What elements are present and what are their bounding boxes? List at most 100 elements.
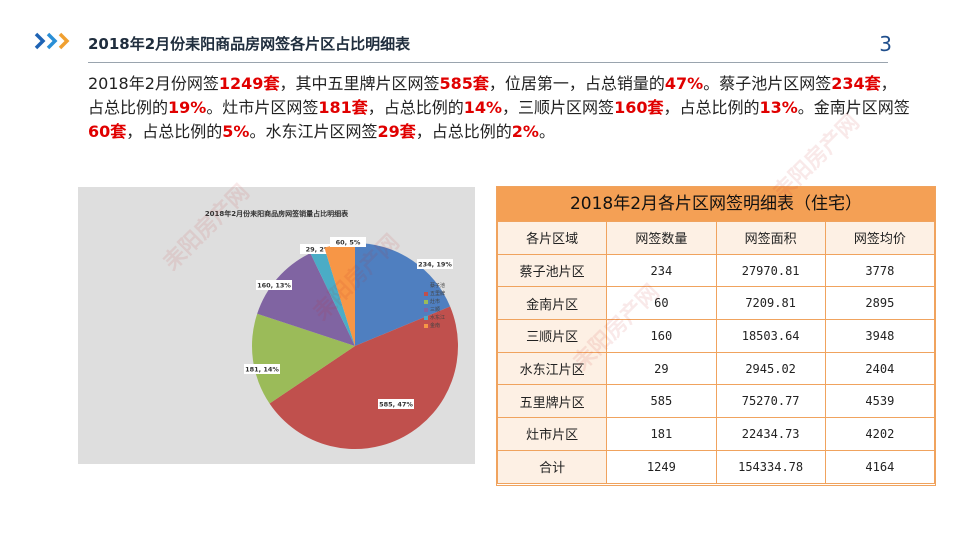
svg-text:29, 2%: 29, 2% <box>306 246 331 254</box>
column-header: 各片区域 <box>496 221 608 255</box>
legend-item: 五里牌 <box>424 290 445 298</box>
data-label-3: 160, 13% <box>256 280 292 290</box>
summary-highlight: 181套 <box>318 98 368 117</box>
value-cell: 60 <box>606 286 717 321</box>
summary-text: 。 <box>538 122 555 141</box>
page-title: 2018年2月份耒阳商品房网签各片区占比明细表 <box>88 35 411 53</box>
legend-label: 金南 <box>430 323 441 329</box>
summary-text: 。金南片区网签 <box>797 98 910 117</box>
summary-highlight: 160套 <box>614 98 664 117</box>
value-cell: 585 <box>606 384 717 419</box>
chart-legend: 蔡子池五里牌灶市三顺水东江金南 <box>424 282 445 330</box>
summary-highlight: 2% <box>511 122 539 141</box>
summary-highlight: 585套 <box>439 74 489 93</box>
legend-label: 灶市 <box>430 299 441 305</box>
region-cell: 三顺片区 <box>496 319 608 353</box>
summary-text: ，占总比例的 <box>126 122 223 141</box>
value-cell: 234 <box>606 253 717 288</box>
legend-label: 五里牌 <box>430 291 446 297</box>
value-cell: 2945.02 <box>715 351 826 386</box>
region-cell: 金南片区 <box>496 286 608 321</box>
summary-highlight: 60套 <box>88 122 127 141</box>
svg-text:181, 14%: 181, 14% <box>245 366 279 374</box>
summary-text: 2018年2月份网签 <box>88 74 219 93</box>
chevron-arrows-icon <box>34 32 70 50</box>
value-cell: 181 <box>606 417 717 451</box>
legend-item: 蔡子池 <box>424 282 445 290</box>
value-cell: 27970.81 <box>715 253 826 288</box>
summary-paragraph: 2018年2月份网签1249套，其中五里牌片区网签585套，位居第一，占总销量的… <box>88 72 910 144</box>
pie-slice-3 <box>257 253 355 346</box>
table-row: 合计 1249 154334.78 4164 <box>496 449 936 484</box>
summary-text: 。水东江片区网签 <box>249 122 378 141</box>
value-cell: 3948 <box>824 319 936 353</box>
data-label-4: 29, 2% <box>300 244 336 254</box>
summary-highlight: 14% <box>463 98 503 117</box>
table-row: 灶市片区 181 22434.73 4202 <box>496 417 936 451</box>
table-row: 水东江片区 29 2945.02 2404 <box>496 351 936 386</box>
value-cell: 22434.73 <box>715 417 826 451</box>
region-cell: 水东江片区 <box>496 351 608 386</box>
summary-text: ，其中五里牌片区网签 <box>279 74 440 93</box>
value-cell: 154334.78 <box>715 449 826 484</box>
region-cell: 合计 <box>496 449 608 484</box>
value-cell: 18503.64 <box>715 319 826 353</box>
pie-chart: 234, 19% 585, 47% 181, 14% 160, 13% 29, 2% 60… <box>244 237 459 450</box>
legend-swatch <box>424 291 428 296</box>
value-cell: 2895 <box>824 286 936 321</box>
legend-item: 金南 <box>424 322 445 330</box>
legend-item: 三顺 <box>424 306 445 314</box>
header-divider <box>88 62 888 63</box>
chart-title: 2018年2月份耒阳商品房网签销量占比明细表 <box>204 210 349 218</box>
legend-swatch <box>424 307 428 312</box>
value-cell: 2404 <box>824 351 936 386</box>
data-label-1: 585, 47% <box>378 399 414 409</box>
value-cell: 4164 <box>824 449 936 484</box>
summary-text: ，占总比例的 <box>367 98 464 117</box>
summary-highlight: 234套 <box>831 74 881 93</box>
pie-slice-1 <box>269 306 459 450</box>
legend-item: 水东江 <box>424 314 445 322</box>
pie-slice-2 <box>252 313 355 404</box>
value-cell: 29 <box>606 351 717 386</box>
column-header: 网签面积 <box>715 221 826 255</box>
region-cell: 灶市片区 <box>496 417 608 451</box>
summary-text: ，占总比例的 <box>663 98 760 117</box>
column-header: 网签数量 <box>606 221 717 255</box>
legend-label: 三顺 <box>430 307 441 313</box>
table-body: 蔡子池片区 234 27970.81 3778 金南片区 60 7209.81 2895 三顺片… <box>496 253 936 484</box>
table-row: 五里牌片区 585 75270.77 4539 <box>496 384 936 419</box>
page-number: 3 <box>879 32 892 56</box>
table-row: 金南片区 60 7209.81 2895 <box>496 286 936 321</box>
table-row: 蔡子池片区 234 27970.81 3778 <box>496 253 936 288</box>
data-label-0: 234, 19% <box>417 259 453 269</box>
value-cell: 75270.77 <box>715 384 826 419</box>
detail-table: 2018年2月各片区网签明细表（住宅） 各片区域 网签数量 网签面积 网签均价 蔡子池… <box>496 186 936 486</box>
summary-highlight: 19% <box>168 98 207 117</box>
value-cell: 7209.81 <box>715 286 826 321</box>
value-cell: 3778 <box>824 253 936 288</box>
pie-slice-0 <box>355 243 451 346</box>
summary-highlight: 5% <box>222 122 250 141</box>
legend-swatch <box>424 299 428 304</box>
pie-slice-4 <box>310 247 355 346</box>
value-cell: 160 <box>606 319 717 353</box>
svg-text:160, 13%: 160, 13% <box>257 282 291 290</box>
svg-text:585, 47%: 585, 47% <box>379 401 413 409</box>
legend-swatch <box>424 315 428 320</box>
summary-highlight: 1249套 <box>218 74 280 93</box>
column-header: 网签均价 <box>824 221 936 255</box>
legend-label: 蔡子池 <box>430 283 446 289</box>
svg-text:234, 19%: 234, 19% <box>418 261 452 269</box>
legend-swatch <box>424 283 428 288</box>
table-header-row: 各片区域 网签数量 网签面积 网签均价 <box>496 221 936 255</box>
legend-label: 水东江 <box>430 315 446 321</box>
table-title: 2018年2月各片区网签明细表（住宅） <box>497 187 935 221</box>
data-label-5: 60, 5% <box>330 237 366 247</box>
summary-text: ，位居第一，占总销量的 <box>488 74 665 93</box>
pie-chart-panel: 2018年2月份耒阳商品房网签销量占比明细表 234, 19% 585, 47% 1… <box>78 187 475 464</box>
value-cell: 1249 <box>606 449 717 484</box>
summary-text: ，占总比例的 <box>415 122 512 141</box>
summary-highlight: 47% <box>664 74 704 93</box>
summary-highlight: 29套 <box>377 122 416 141</box>
